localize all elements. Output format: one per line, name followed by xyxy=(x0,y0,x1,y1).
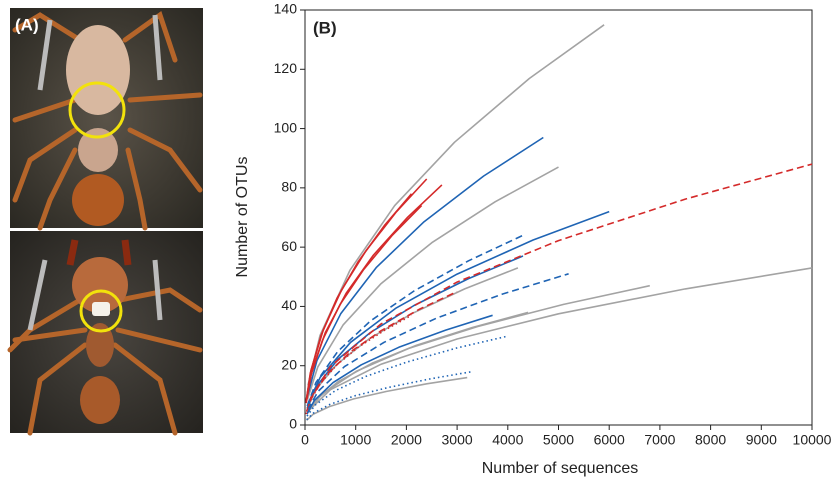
panel-label: (A) xyxy=(15,15,39,34)
rarefaction-curve xyxy=(306,376,468,421)
rarefaction-curve xyxy=(306,370,473,421)
rarefaction-curve xyxy=(305,314,412,415)
rarefaction-curve xyxy=(306,136,544,397)
y-tick-label: 0 xyxy=(289,416,297,432)
rarefaction-curve xyxy=(306,335,508,417)
rarefaction-curve xyxy=(307,24,605,386)
rarefaction-curve xyxy=(306,267,519,410)
rarefaction-curve xyxy=(305,205,423,404)
y-tick-label: 80 xyxy=(281,179,297,195)
x-tick-label: 2000 xyxy=(391,432,422,448)
y-tick-label: 120 xyxy=(274,60,298,76)
x-tick-label: 4000 xyxy=(492,432,523,448)
y-tick-label: 100 xyxy=(274,119,298,135)
x-tick-label: 7000 xyxy=(644,432,675,448)
y-tick-label: 60 xyxy=(281,238,297,254)
x-tick-label: 0 xyxy=(301,432,309,448)
x-tick-label: 8000 xyxy=(695,432,726,448)
x-tick-label: 9000 xyxy=(746,432,777,448)
y-axis-title: Number of OTUs xyxy=(234,157,251,278)
rarefaction-curve xyxy=(309,163,813,400)
panel-label: (B) xyxy=(313,18,337,37)
rarefaction-curve xyxy=(305,193,413,403)
x-tick-label: 5000 xyxy=(543,432,574,448)
rarefaction-curve xyxy=(306,314,493,415)
plot-frame xyxy=(304,9,813,426)
rarefaction-curve xyxy=(305,290,458,412)
y-tick-label: 140 xyxy=(274,1,298,17)
rarefaction-curve xyxy=(307,284,650,412)
y-tick-label: 20 xyxy=(281,356,297,372)
x-tick-label: 10000 xyxy=(793,432,832,448)
rarefaction-curve xyxy=(306,311,529,415)
x-axis-title: Number of sequences xyxy=(482,460,639,477)
rarefaction-curve xyxy=(309,267,813,410)
rarefaction-curve xyxy=(307,210,610,405)
x-tick-label: 6000 xyxy=(594,432,625,448)
rarefaction-curve xyxy=(306,166,559,400)
rarefaction-curve xyxy=(306,234,524,407)
x-tick-label: 1000 xyxy=(340,432,371,448)
photo-panel: (A) xyxy=(7,8,203,436)
rarefaction-curve xyxy=(306,273,569,411)
y-tick-label: 40 xyxy=(281,297,297,313)
x-tick-label: 3000 xyxy=(442,432,473,448)
